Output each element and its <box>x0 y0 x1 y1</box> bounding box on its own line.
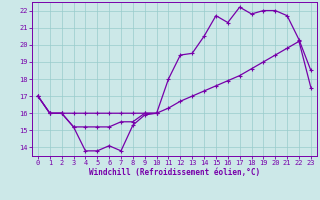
X-axis label: Windchill (Refroidissement éolien,°C): Windchill (Refroidissement éolien,°C) <box>89 168 260 177</box>
